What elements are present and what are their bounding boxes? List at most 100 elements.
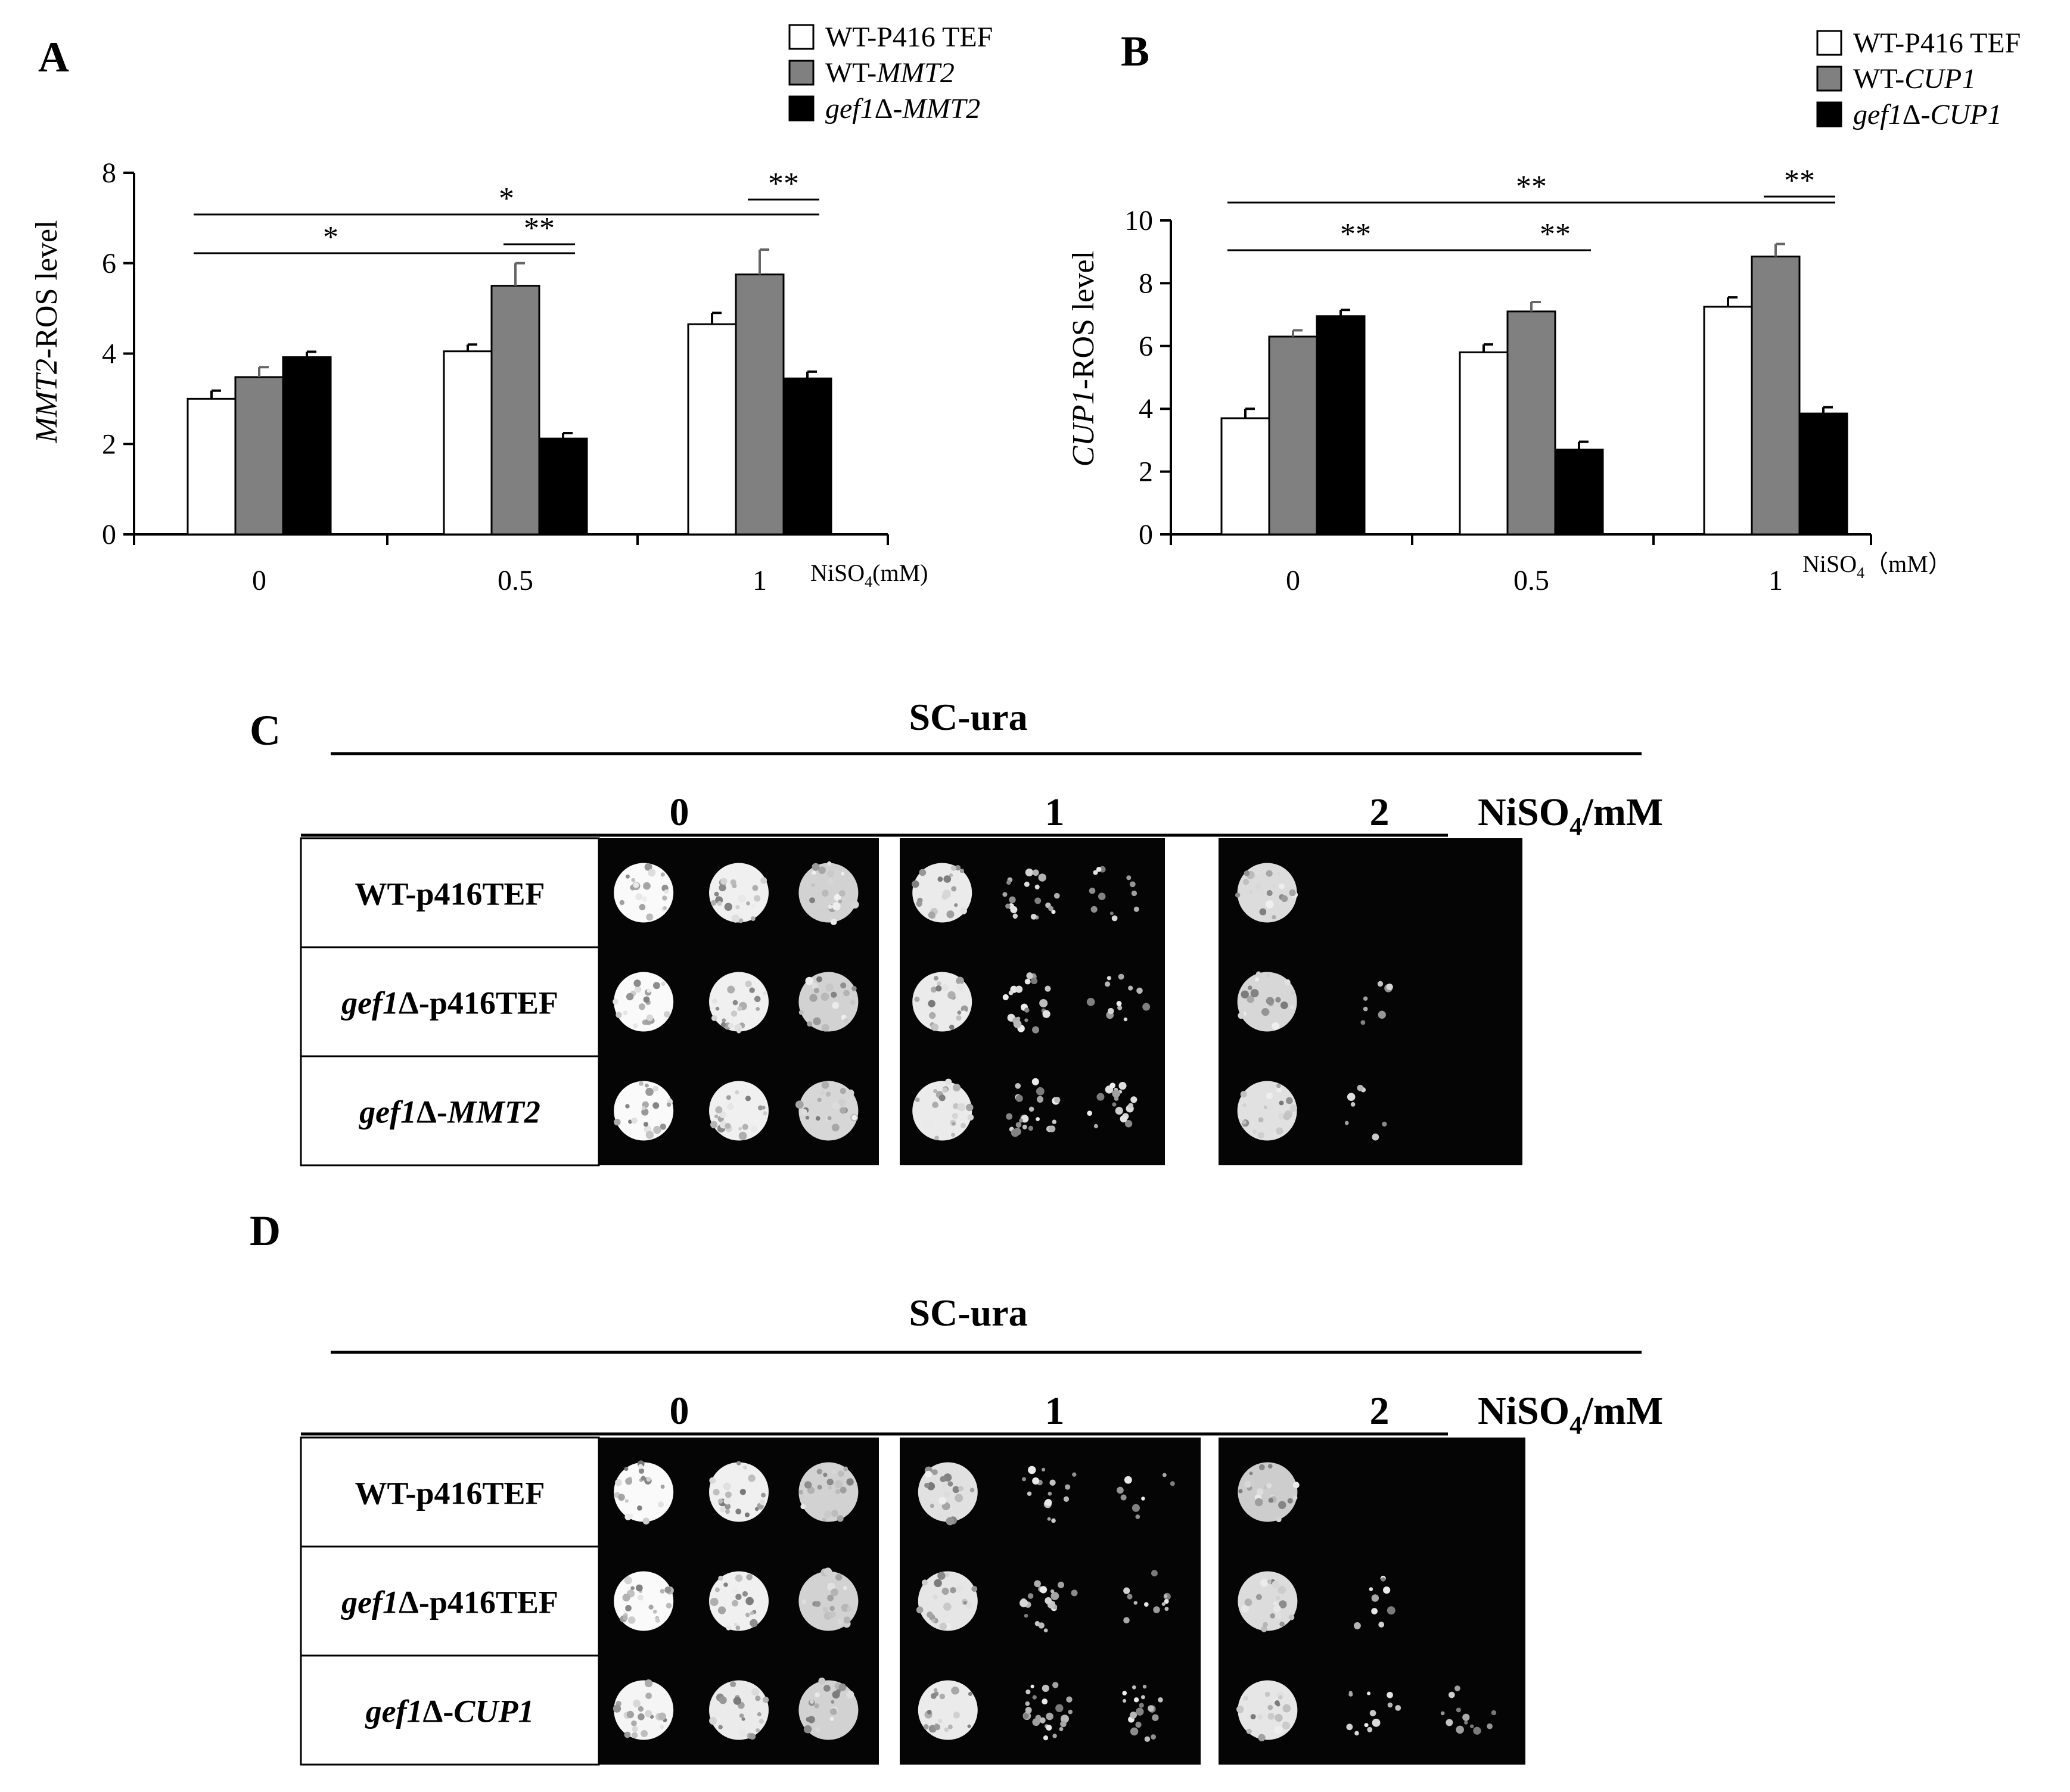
colony-speck xyxy=(735,1090,739,1095)
colony-speck xyxy=(709,1716,717,1725)
colony-speck xyxy=(1142,1003,1151,1011)
colony-speck xyxy=(1454,1685,1460,1691)
colony-speck xyxy=(1141,1497,1145,1501)
colony-spot xyxy=(709,1680,769,1740)
colony-speck xyxy=(1243,1695,1248,1701)
strain-label: WT-p416TEF xyxy=(355,876,545,912)
colony-speck xyxy=(745,1597,754,1606)
colony-speck xyxy=(1250,1714,1256,1720)
colony-speck xyxy=(951,1686,959,1695)
colony-speck xyxy=(1242,879,1250,885)
colony-speck xyxy=(1032,1477,1040,1485)
legend-entry: WT-P416 TEF xyxy=(1853,27,2021,59)
colony-speck xyxy=(728,1023,734,1029)
colony-speck xyxy=(1047,1517,1051,1521)
colony-speck xyxy=(837,1619,844,1625)
colony-speck xyxy=(952,1486,960,1494)
colony-speck xyxy=(1254,1498,1263,1507)
colony-speck xyxy=(1242,1120,1247,1125)
colony-speck xyxy=(627,1616,636,1624)
colony-spot xyxy=(798,1680,859,1740)
colony-speck xyxy=(1127,1594,1133,1600)
colony-speck xyxy=(826,861,832,866)
colony-speck xyxy=(735,1625,741,1631)
significance-label: ** xyxy=(1340,217,1371,251)
colony-speck xyxy=(1117,1486,1124,1494)
colony-speck xyxy=(946,910,955,919)
colony-speck xyxy=(1279,1100,1284,1106)
colony-speck xyxy=(1135,1721,1142,1728)
colony-speck xyxy=(807,1021,813,1027)
colony-speck xyxy=(739,1729,747,1737)
colony-speck xyxy=(629,1514,633,1519)
colony-speck xyxy=(798,1010,804,1015)
legend-swatch xyxy=(788,60,815,86)
colony-speck xyxy=(1034,1580,1041,1588)
colony-speck xyxy=(1369,1587,1373,1591)
colony-speck xyxy=(1117,1005,1123,1010)
colony-speck xyxy=(664,1586,672,1594)
colony-speck xyxy=(840,982,847,989)
colony-speck xyxy=(1019,1118,1024,1123)
colony-speck xyxy=(1247,995,1254,1003)
colony-speck xyxy=(822,1607,828,1613)
colony-speck xyxy=(1366,1691,1371,1695)
colony-speck xyxy=(1271,883,1276,889)
colony-speck xyxy=(1266,1483,1272,1489)
colony-speck xyxy=(943,1603,952,1611)
colony-speck xyxy=(921,1579,928,1586)
colony-speck xyxy=(931,1469,938,1476)
colony-speck xyxy=(931,1618,935,1623)
colony-speck xyxy=(1244,870,1250,876)
bar xyxy=(735,273,785,536)
category-label: 1 xyxy=(1768,565,1783,596)
colony-speck xyxy=(951,1133,956,1137)
colony-speck xyxy=(955,1494,963,1502)
colony-speck xyxy=(847,1089,854,1097)
colony-speck xyxy=(756,1728,760,1732)
colony-speck xyxy=(838,1683,847,1691)
colony-speck xyxy=(645,1710,652,1718)
colony-speck xyxy=(661,981,666,987)
colony-spot xyxy=(912,1081,972,1141)
colony-speck xyxy=(631,1117,638,1124)
colony-speck xyxy=(1250,989,1259,998)
colony-speck xyxy=(1487,1723,1493,1729)
colony-speck xyxy=(949,1024,955,1030)
strain-label-cell xyxy=(300,946,600,1057)
colony-speck xyxy=(966,1103,974,1112)
colony-speck xyxy=(1126,875,1132,881)
colony-speck xyxy=(1381,1577,1385,1582)
colony-speck xyxy=(658,1712,666,1721)
colony-speck xyxy=(957,1010,962,1015)
colony-speck xyxy=(1136,987,1143,994)
colony-speck xyxy=(1006,1113,1013,1120)
colony-speck xyxy=(645,1131,654,1139)
legend-swatch xyxy=(1816,30,1842,56)
colony-speck xyxy=(1267,1713,1275,1720)
chart-panel-b xyxy=(1160,30,1872,545)
colony-speck xyxy=(795,1100,804,1109)
colony-speck xyxy=(815,1692,820,1698)
colony-speck xyxy=(725,1509,730,1514)
colony-speck xyxy=(1164,1607,1169,1611)
colony-speck xyxy=(1278,1586,1286,1594)
colony-speck xyxy=(847,1606,852,1612)
colony-speck xyxy=(1066,1696,1073,1703)
colony-speck xyxy=(846,1478,854,1486)
colony-speck xyxy=(1041,1467,1046,1471)
colony-speck xyxy=(1025,1707,1032,1714)
colony-spot xyxy=(709,1571,769,1631)
colony-speck xyxy=(924,1118,932,1126)
colony-speck xyxy=(1096,866,1102,872)
colony-speck xyxy=(934,1579,942,1588)
colony-speck xyxy=(846,1690,854,1698)
colony-speck xyxy=(1241,1604,1249,1613)
colony-speck xyxy=(1266,973,1270,978)
colony-speck xyxy=(1249,889,1253,894)
colony-speck xyxy=(738,1131,747,1140)
colony-speck xyxy=(714,891,719,897)
colony-speck xyxy=(931,1023,939,1031)
colony-speck xyxy=(624,1499,629,1503)
